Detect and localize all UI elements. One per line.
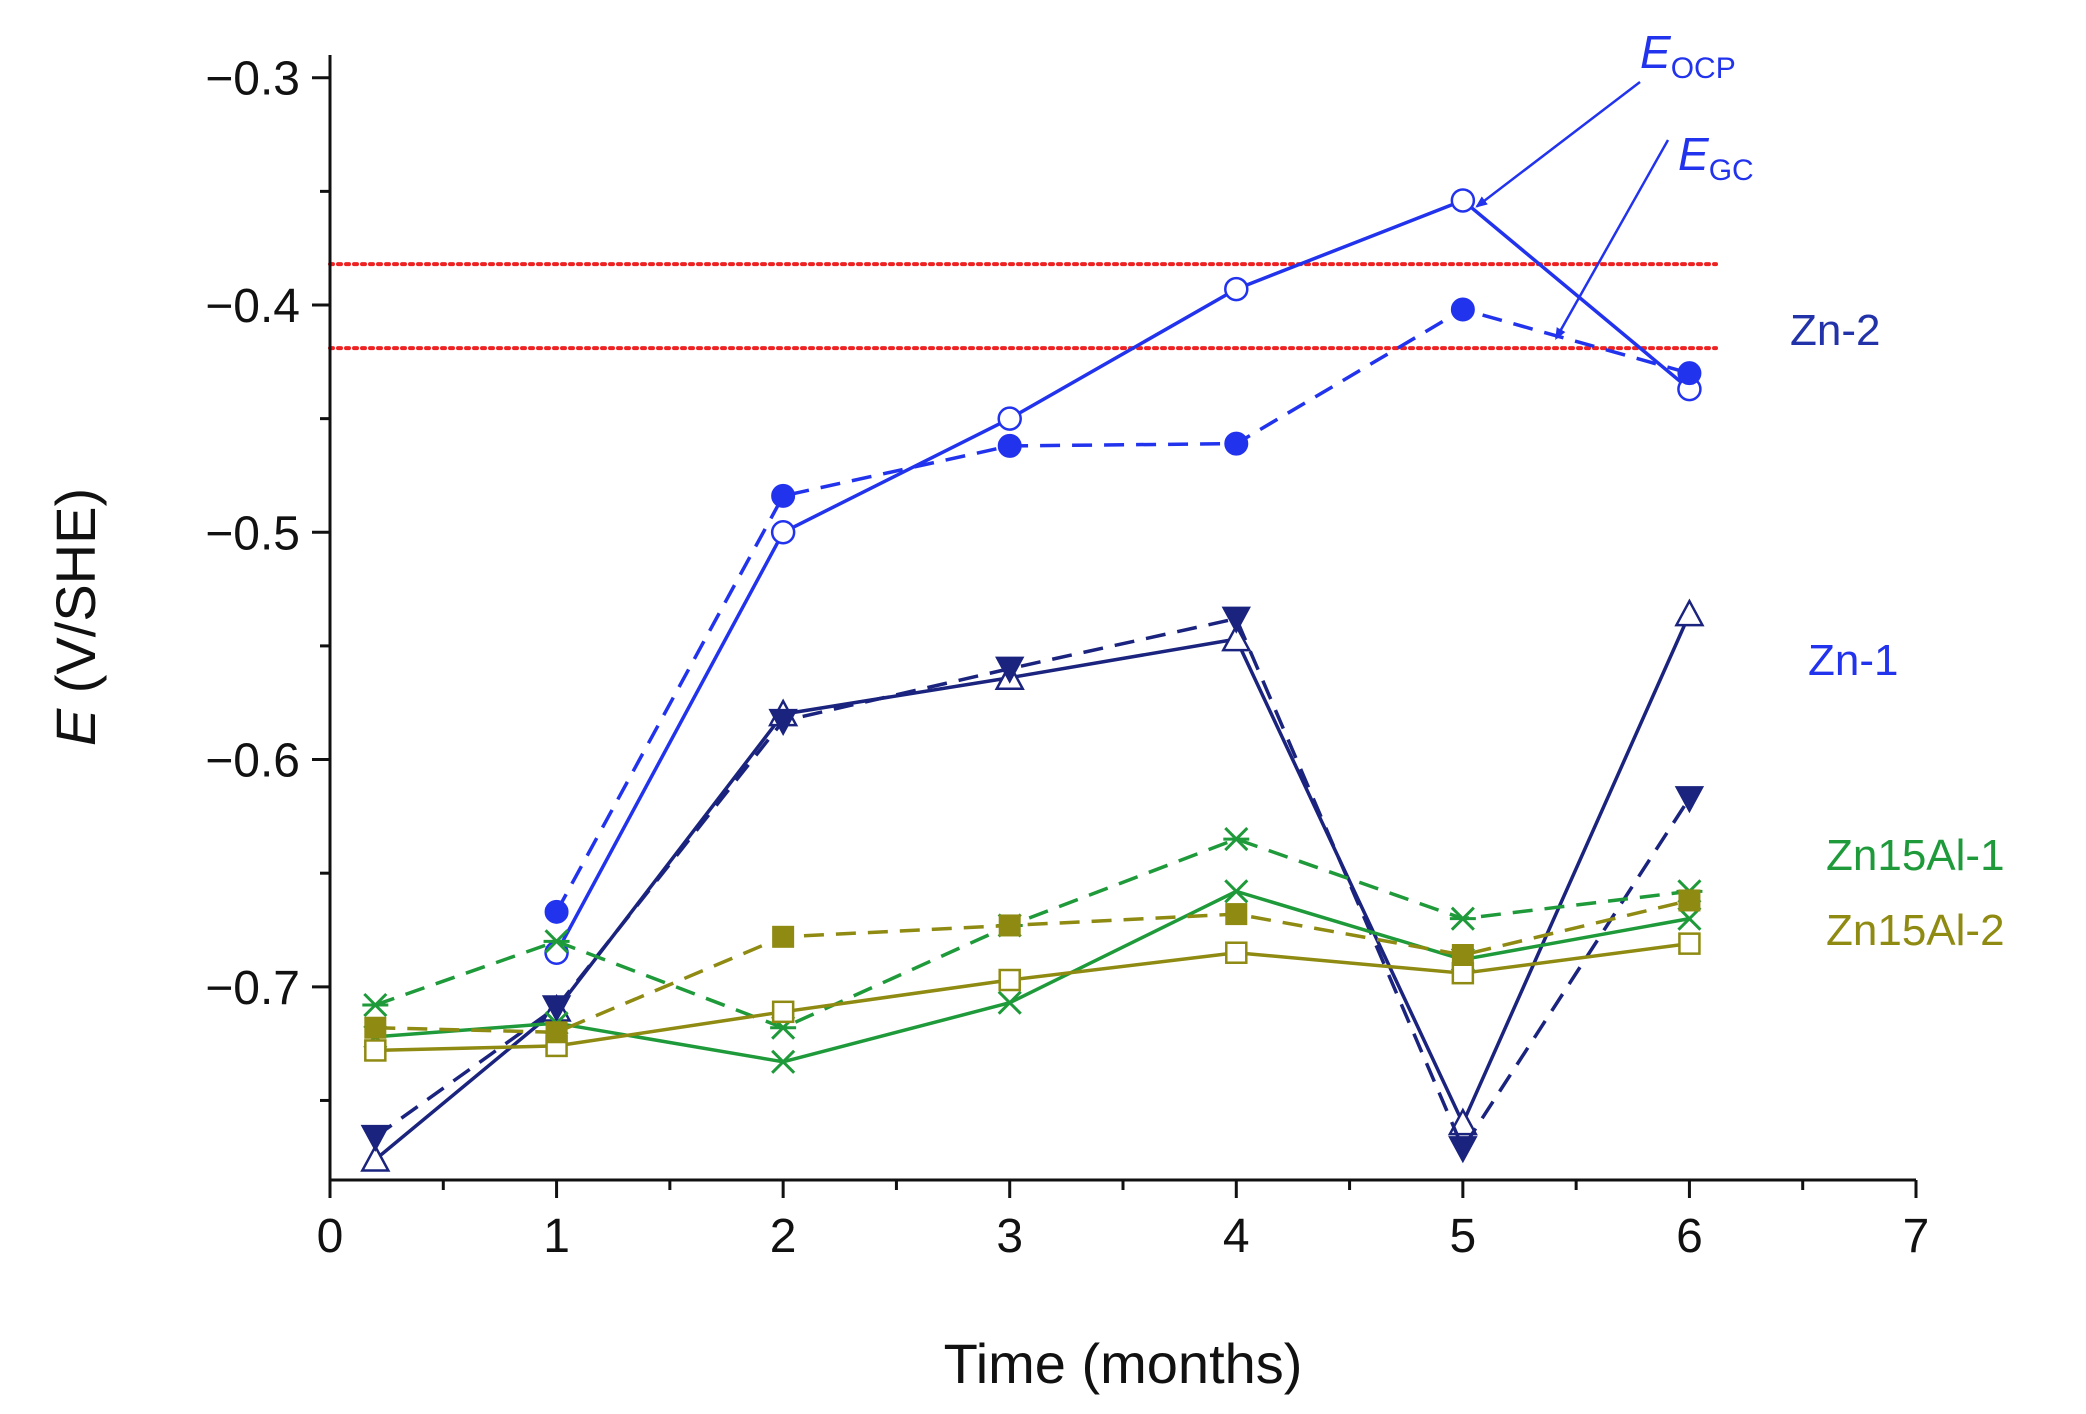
series-line xyxy=(375,941,1690,1053)
series-labels: Zn-2 Zn-1 Zn15Al-1 Zn15Al-2 xyxy=(1790,306,2005,955)
data-point xyxy=(770,520,796,545)
series xyxy=(360,188,1705,1172)
data-point xyxy=(1447,1107,1478,1136)
plot-frame xyxy=(330,55,1916,1180)
series-line xyxy=(374,613,1692,1161)
data-point xyxy=(1450,188,1476,213)
data-point xyxy=(1678,889,1701,912)
data-point xyxy=(1451,944,1474,966)
data-point xyxy=(772,925,795,948)
series-line xyxy=(374,837,1690,1030)
y-tick-label: −0.7 xyxy=(205,962,300,1015)
annotation-symbol: E xyxy=(1678,128,1710,180)
data-point xyxy=(1448,1136,1478,1164)
series-zn-2-ocp xyxy=(544,188,1702,965)
data-point xyxy=(1223,827,1250,852)
data-point xyxy=(360,1143,391,1172)
series-line xyxy=(555,198,1691,954)
data-point xyxy=(1221,606,1251,634)
annotation-subscript: OCP xyxy=(1671,52,1736,85)
data-point xyxy=(364,1039,387,1062)
series-label: Zn15Al-2 xyxy=(1826,906,2005,955)
data-point xyxy=(771,1000,795,1024)
data-point xyxy=(362,992,389,1018)
series-zn-2-gc xyxy=(544,297,1702,924)
axes xyxy=(328,55,1916,1182)
series-label: Zn-2 xyxy=(1790,306,1880,355)
data-point xyxy=(771,1049,796,1074)
data-point xyxy=(997,990,1022,1015)
y-axis-symbol: E xyxy=(44,708,107,746)
x-tick-label: 6 xyxy=(1676,1210,1703,1263)
x-axis-title: Time (months) xyxy=(944,1332,1303,1395)
data-point xyxy=(1677,361,1702,386)
x-tick-label: 1 xyxy=(543,1210,570,1263)
data-point xyxy=(1225,903,1248,926)
data-point xyxy=(1678,932,1701,955)
series-zn15al-2-ocp xyxy=(364,932,1701,1062)
x-tick-label: 2 xyxy=(770,1210,797,1263)
series-label: Zn15Al-1 xyxy=(1826,831,2005,880)
data-point xyxy=(998,968,1021,992)
data-point xyxy=(364,1016,387,1039)
series-label: Zn-1 xyxy=(1808,636,1898,685)
annotation-subscript: GC xyxy=(1709,154,1754,187)
reference-lines xyxy=(328,262,1718,351)
data-point xyxy=(1225,941,1248,964)
data-point xyxy=(1451,961,1475,985)
annotation-label: EGC xyxy=(1678,128,1754,187)
ticks: 0 1 2 3 4 5 6 7 −0.3 −0.4 −0.5 −0.6 −0.7 xyxy=(205,53,1929,1263)
annotation-arrow xyxy=(1475,81,1641,208)
x-tick-label: 5 xyxy=(1450,1210,1477,1263)
series-zn15al-2-gc xyxy=(364,889,1701,1044)
x-tick-label: 4 xyxy=(1223,1210,1250,1263)
x-tick-label: 0 xyxy=(317,1210,344,1263)
data-point xyxy=(998,914,1021,937)
data-point xyxy=(1224,431,1249,456)
data-point xyxy=(1674,598,1705,627)
annotation-symbol: E xyxy=(1640,26,1672,78)
series-zn-1-gc xyxy=(360,606,1705,1164)
data-point xyxy=(1449,906,1476,931)
data-point xyxy=(771,483,796,508)
series-zn-1-ocp xyxy=(360,598,1705,1172)
x-tick-label: 7 xyxy=(1903,1210,1930,1263)
series-line xyxy=(555,307,1690,913)
x-tick-label: 3 xyxy=(996,1210,1023,1263)
data-point xyxy=(995,656,1025,684)
data-point xyxy=(1224,879,1249,904)
y-axis-title: E (V/SHE) xyxy=(44,488,107,746)
y-axis-unit: (V/SHE) xyxy=(44,488,107,709)
data-point xyxy=(541,995,572,1023)
y-tick-label: −0.4 xyxy=(205,280,300,333)
y-tick-label: −0.3 xyxy=(205,53,300,106)
annotation-arrow xyxy=(1555,139,1670,341)
annotation-label: EOCP xyxy=(1640,26,1736,85)
data-point xyxy=(545,1021,568,1044)
data-point xyxy=(997,406,1022,431)
data-point xyxy=(543,929,570,954)
data-point xyxy=(360,1124,390,1152)
data-point xyxy=(997,433,1022,458)
data-point xyxy=(1224,276,1249,302)
y-tick-label: −0.6 xyxy=(205,735,300,788)
data-point xyxy=(768,708,798,737)
data-point xyxy=(1450,297,1475,322)
data-point xyxy=(1674,786,1705,814)
data-point xyxy=(544,899,569,924)
y-tick-label: −0.5 xyxy=(205,507,300,560)
